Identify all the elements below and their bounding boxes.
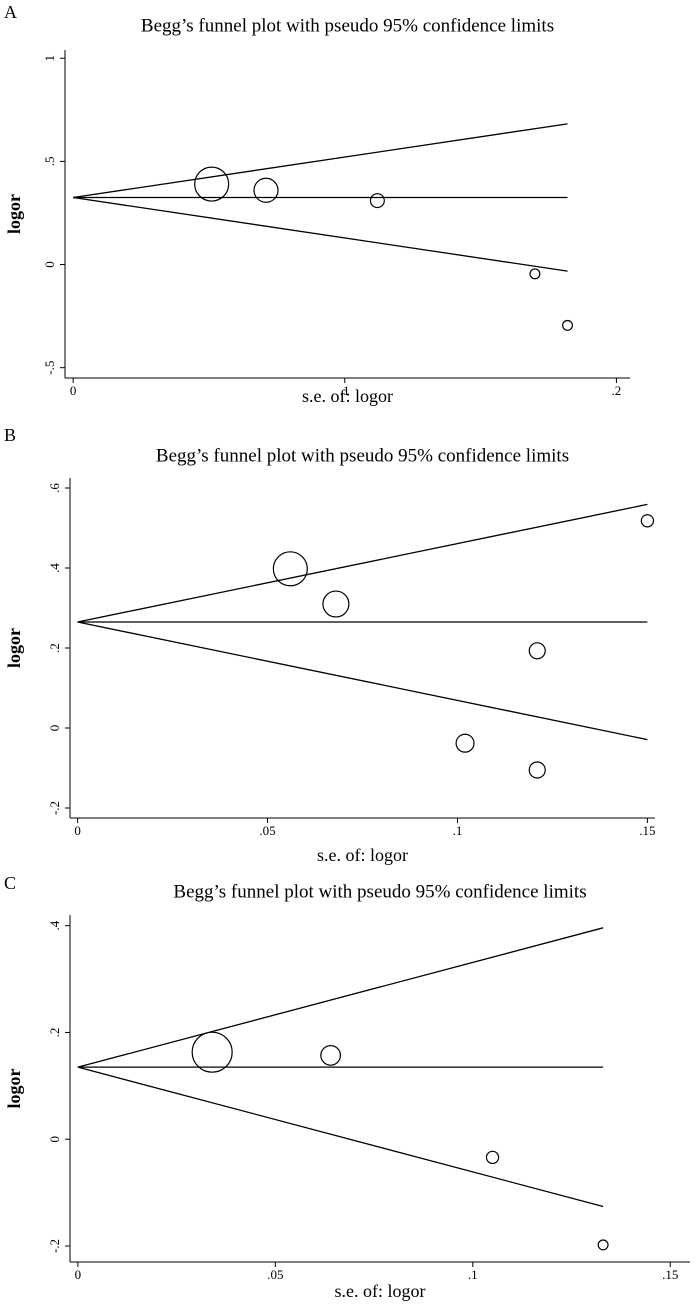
x-tick-label: .1 xyxy=(453,823,463,838)
y-axis-title: logor xyxy=(4,194,24,234)
study-point xyxy=(320,1045,342,1066)
study-point xyxy=(597,1239,609,1251)
study-point xyxy=(272,551,308,587)
x-axis-title: s.e. of: logor xyxy=(335,1281,426,1301)
panel-label: C xyxy=(4,873,16,893)
study-point xyxy=(322,590,350,618)
study-point xyxy=(369,193,385,209)
study-point xyxy=(191,1031,233,1073)
x-tick-label: .15 xyxy=(662,1267,678,1282)
y-tick-label: .2 xyxy=(47,1028,62,1038)
y-tick-label: 0 xyxy=(47,725,62,732)
y-tick-label: 1 xyxy=(42,55,57,62)
y-tick-label: .4 xyxy=(47,920,62,930)
y-axis-title: logor xyxy=(4,628,24,668)
funnel-line xyxy=(77,1066,604,1208)
y-tick-label: -.5 xyxy=(42,361,57,375)
x-tick-label: 0 xyxy=(75,1267,82,1282)
chart-title: Begg’s funnel plot with pseudo 95% confi… xyxy=(156,445,569,466)
y-tick-label: .5 xyxy=(42,157,57,167)
funnel-line xyxy=(73,196,568,272)
y-tick-label: 0 xyxy=(47,1136,62,1143)
chart-title: Begg’s funnel plot with pseudo 95% confi… xyxy=(141,15,554,36)
panel-label: B xyxy=(4,425,16,445)
y-tick-label: .2 xyxy=(47,643,62,653)
y-tick-label: -.2 xyxy=(47,1239,62,1253)
y-axis-title: logor xyxy=(4,1068,24,1108)
study-point xyxy=(485,1150,500,1165)
study-point xyxy=(640,514,655,528)
funnel-line xyxy=(73,123,568,199)
panel-label: A xyxy=(4,2,17,22)
x-tick-label: .15 xyxy=(639,823,655,838)
x-axis-title: s.e. of: logor xyxy=(302,386,393,406)
x-tick-label: 0 xyxy=(74,823,81,838)
x-tick-label: .05 xyxy=(267,1267,283,1282)
study-point xyxy=(562,319,574,331)
x-tick-label: .1 xyxy=(468,1267,478,1282)
funnel-line xyxy=(77,503,648,623)
study-point xyxy=(194,166,230,202)
chart-title: Begg’s funnel plot with pseudo 95% confi… xyxy=(173,881,586,902)
y-tick-label: .6 xyxy=(47,483,62,493)
study-point xyxy=(529,268,541,280)
x-tick-label: .2 xyxy=(612,383,622,398)
funnel-line xyxy=(77,621,648,741)
study-point xyxy=(528,761,546,779)
study-point xyxy=(455,733,475,753)
x-tick-label: 0 xyxy=(70,383,77,398)
study-point xyxy=(528,642,546,660)
y-tick-label: 0 xyxy=(42,261,57,268)
funnel-line xyxy=(77,927,604,1068)
x-tick-label: .1 xyxy=(340,383,350,398)
x-tick-label: .05 xyxy=(259,823,275,838)
study-point xyxy=(253,177,279,203)
y-tick-label: .4 xyxy=(47,563,62,573)
y-tick-label: -.2 xyxy=(47,801,62,815)
x-axis-title: s.e. of: logor xyxy=(317,845,408,865)
